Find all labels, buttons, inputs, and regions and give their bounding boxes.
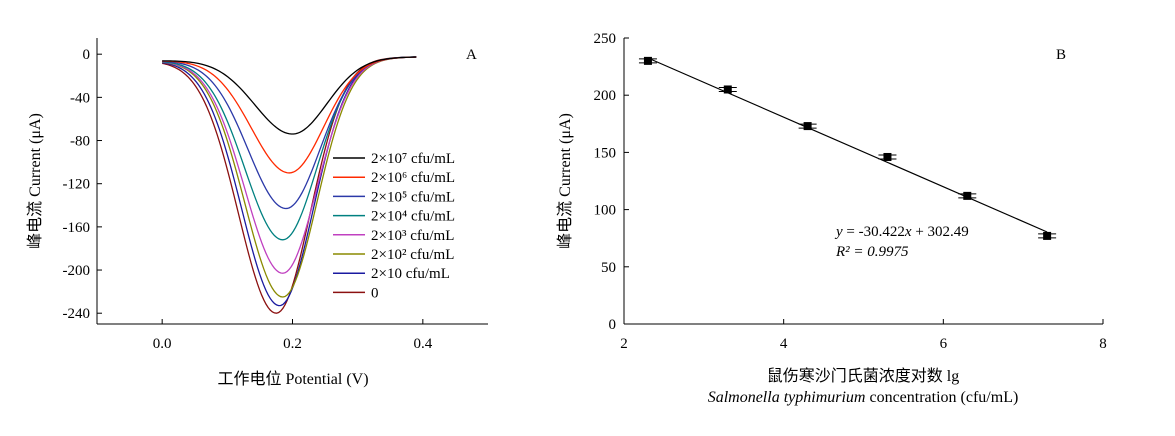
panel-b: 0 50 100 150 200 250 2 4 6 8 B y = -30.422x + 30… xyxy=(556,31,1107,406)
panel-b-equation: y = -30.422x + 302.49 xyxy=(834,224,969,240)
a-ytick-label: -120 xyxy=(63,177,91,193)
legend-label-0: 2×10⁷ cfu/mL xyxy=(371,151,455,167)
equation-y: y xyxy=(834,224,843,240)
b-xtick-label: 8 xyxy=(1099,336,1107,352)
data-point-3 xyxy=(878,152,897,161)
a-series-line-0 xyxy=(162,56,417,135)
data-point-5 xyxy=(1038,231,1057,240)
panel-b-x-ticks: 2 4 6 8 xyxy=(620,319,1107,352)
point-marker xyxy=(1043,231,1052,240)
data-point-1 xyxy=(718,85,737,94)
panel-a: 0 -40 -80 -120 -160 -200 -240 0.0 0.2 0.4 2×10⁷ … xyxy=(26,38,488,388)
a-ytick-label: -160 xyxy=(63,220,91,236)
point-marker xyxy=(723,85,732,94)
data-point-2 xyxy=(798,122,817,131)
panel-a-y-ticks: 0 -40 -80 -120 -160 -200 -240 xyxy=(63,47,102,322)
panel-b-x-title: 鼠伤寒沙门氏菌浓度对数 lg xyxy=(767,366,959,385)
panel-a-letter: A xyxy=(466,47,477,63)
b-xtick-label: 4 xyxy=(780,336,788,352)
panel-b-r2: R² = 0.9975 xyxy=(835,244,909,260)
legend-label-7: 0 xyxy=(371,285,379,301)
legend-label-5: 2×10² cfu/mL xyxy=(371,247,454,263)
b-xtick-label: 2 xyxy=(620,336,628,352)
a-ytick-label: -200 xyxy=(63,263,91,279)
panel-a-x-ticks: 0.0 0.2 0.4 xyxy=(153,319,433,352)
panel-b-y-ticks: 0 50 100 150 200 250 xyxy=(594,31,629,333)
panel-b-fit-line xyxy=(647,57,1048,233)
panel-b-y-title: 峰电流 Current (μA) xyxy=(556,113,574,249)
a-ytick-label: 0 xyxy=(83,47,91,63)
legend-label-3: 2×10⁴ cfu/mL xyxy=(371,209,455,225)
b-ytick-label: 100 xyxy=(594,203,617,219)
fit-line xyxy=(647,57,1048,233)
panel-b-letter: B xyxy=(1056,47,1066,63)
panel-a-x-title: 工作电位 Potential (V) xyxy=(217,370,368,388)
data-point-0 xyxy=(638,56,657,65)
equation-x: x xyxy=(904,224,912,240)
a-series-line-1 xyxy=(162,56,417,174)
data-point-4 xyxy=(958,191,977,200)
a-ytick-label: -40 xyxy=(70,90,90,106)
legend-label-6: 2×10 cfu/mL xyxy=(371,266,450,282)
a-ytick-label: -80 xyxy=(70,134,90,150)
panel-b-x-title-rest: concentration (cfu/mL) xyxy=(865,389,1018,406)
point-marker xyxy=(963,191,972,200)
legend-label-2: 2×10⁵ cfu/mL xyxy=(371,189,455,205)
point-marker xyxy=(803,122,812,131)
legend-label-4: 2×10³ cfu/mL xyxy=(371,228,454,244)
b-ytick-label: 250 xyxy=(594,31,617,47)
panel-b-x-title-italic: Salmonella typhimurium xyxy=(708,389,866,406)
b-ytick-label: 150 xyxy=(594,145,617,161)
a-xtick-label: 0.0 xyxy=(153,336,172,352)
equation-tail: + 302.49 xyxy=(912,224,969,240)
panel-a-curves xyxy=(162,56,417,314)
b-ytick-label: 0 xyxy=(609,317,617,333)
legend-label-1: 2×10⁶ cfu/mL xyxy=(371,170,455,186)
a-xtick-label: 0.4 xyxy=(413,336,432,352)
panel-a-legend: 2×10⁷ cfu/mL 2×10⁶ cfu/mL 2×10⁵ cfu/mL 2×10… xyxy=(333,151,455,301)
b-xtick-label: 6 xyxy=(940,336,948,352)
point-marker xyxy=(883,152,892,161)
a-ytick-label: -240 xyxy=(63,306,91,322)
panel-b-points xyxy=(638,56,1057,240)
equation-rest: = -30.422 xyxy=(843,224,905,240)
point-marker xyxy=(643,56,652,65)
panel-b-x-title-line2: Salmonella typhimurium concentration (cf… xyxy=(708,389,1019,406)
a-xtick-label: 0.2 xyxy=(283,336,302,352)
b-ytick-label: 200 xyxy=(594,88,617,104)
b-ytick-label: 50 xyxy=(601,260,616,276)
panel-a-y-title: 峰电流 Current (μA) xyxy=(26,113,44,249)
